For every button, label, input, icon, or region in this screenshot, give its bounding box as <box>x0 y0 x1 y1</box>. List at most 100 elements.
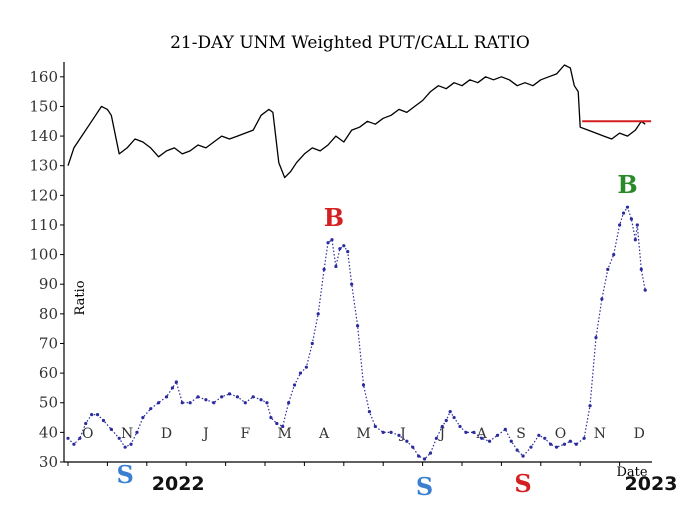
x-month-label: J <box>437 426 445 442</box>
data-point <box>251 395 255 399</box>
data-point <box>174 380 178 384</box>
data-point <box>180 401 184 405</box>
data-point <box>397 433 401 437</box>
data-point <box>149 407 153 411</box>
data-point <box>326 241 330 245</box>
y-tick-label: 90 <box>39 275 58 293</box>
y-tick-label: 80 <box>39 305 58 323</box>
data-point <box>428 451 433 455</box>
y-tick-label: 120 <box>29 186 58 204</box>
y-tick-label: 30 <box>39 453 58 471</box>
data-point <box>361 383 366 387</box>
y-tick-label: 150 <box>29 97 58 115</box>
series-layer <box>66 64 652 461</box>
data-point <box>509 439 513 443</box>
x-month-label: A <box>318 426 330 442</box>
data-point <box>72 442 76 446</box>
sell-signal-label: S <box>416 472 433 501</box>
y-tick-label: 60 <box>39 364 58 382</box>
data-point <box>164 395 169 399</box>
data-point <box>227 392 232 396</box>
data-point <box>109 427 113 432</box>
data-point <box>346 250 350 254</box>
y-tick-label: 100 <box>29 246 58 264</box>
x-month-label: D <box>634 426 645 442</box>
data-point <box>422 457 427 461</box>
data-point <box>417 454 421 458</box>
data-point <box>381 430 385 434</box>
data-point <box>568 439 572 443</box>
data-point <box>196 395 200 399</box>
data-point <box>123 445 127 449</box>
data-point <box>458 424 462 429</box>
sell-signal-label: S <box>116 460 133 489</box>
series-0 <box>67 64 646 179</box>
x-month-label: N <box>121 426 133 442</box>
data-point <box>588 404 592 408</box>
y-tick-label: 50 <box>39 394 58 412</box>
data-point <box>304 365 308 369</box>
data-point <box>411 445 415 449</box>
data-point <box>464 430 468 434</box>
data-point <box>310 341 314 346</box>
data-point <box>188 401 192 405</box>
data-point <box>594 335 598 340</box>
data-point <box>298 371 303 375</box>
data-point <box>265 401 269 405</box>
data-point <box>117 436 121 440</box>
data-point <box>639 267 643 272</box>
data-point <box>434 436 438 440</box>
data-point <box>600 297 604 301</box>
data-point <box>355 324 360 328</box>
x-month-label: M <box>278 426 292 442</box>
x-month-label: O <box>555 426 566 442</box>
data-point <box>334 264 338 269</box>
x-month-label: M <box>356 426 370 442</box>
x-month-label: D <box>161 426 172 442</box>
data-point <box>543 436 547 440</box>
sell-signal-label: S <box>514 469 531 498</box>
series-1 <box>66 205 647 461</box>
data-point <box>287 401 291 405</box>
data-point <box>292 383 297 387</box>
data-point <box>521 454 525 458</box>
data-point <box>243 401 247 405</box>
y-tick-label: 130 <box>29 157 58 175</box>
data-point <box>330 238 334 242</box>
data-point <box>562 442 567 446</box>
data-point <box>495 433 500 437</box>
y-tick-labels: 30 40 50 60 70 80 90 100 110 120 130 140 150 160 <box>29 68 64 471</box>
data-point <box>342 244 346 248</box>
data-point <box>78 436 82 440</box>
y-tick-label: 160 <box>29 68 58 86</box>
data-point <box>606 267 610 272</box>
x-month-label: J <box>201 426 209 442</box>
buy-signal-label: B <box>324 203 344 232</box>
data-point <box>157 401 161 405</box>
data-point <box>487 439 492 443</box>
data-point <box>554 445 559 449</box>
series-line <box>67 64 646 179</box>
data-point <box>633 238 637 242</box>
year-labels: 2022 2023 <box>152 473 678 495</box>
data-point <box>66 436 70 440</box>
x-month-label: J <box>398 426 406 442</box>
data-point <box>90 412 94 417</box>
x-month-label: F <box>240 426 250 442</box>
y-tick-label: 70 <box>39 334 58 352</box>
year-label: 2022 <box>152 473 205 495</box>
signal-labels: S B S S B <box>116 170 637 501</box>
data-point <box>618 223 622 227</box>
y-tick-label: 110 <box>29 216 58 234</box>
data-point <box>444 418 448 423</box>
data-point <box>84 421 88 426</box>
data-point <box>170 386 175 390</box>
data-point <box>574 442 578 446</box>
y-tick-label: 40 <box>39 423 58 441</box>
data-point <box>448 410 452 414</box>
data-point <box>529 445 533 449</box>
data-point <box>621 211 626 215</box>
data-point <box>472 430 476 434</box>
data-point <box>635 223 639 227</box>
data-point <box>281 424 285 429</box>
